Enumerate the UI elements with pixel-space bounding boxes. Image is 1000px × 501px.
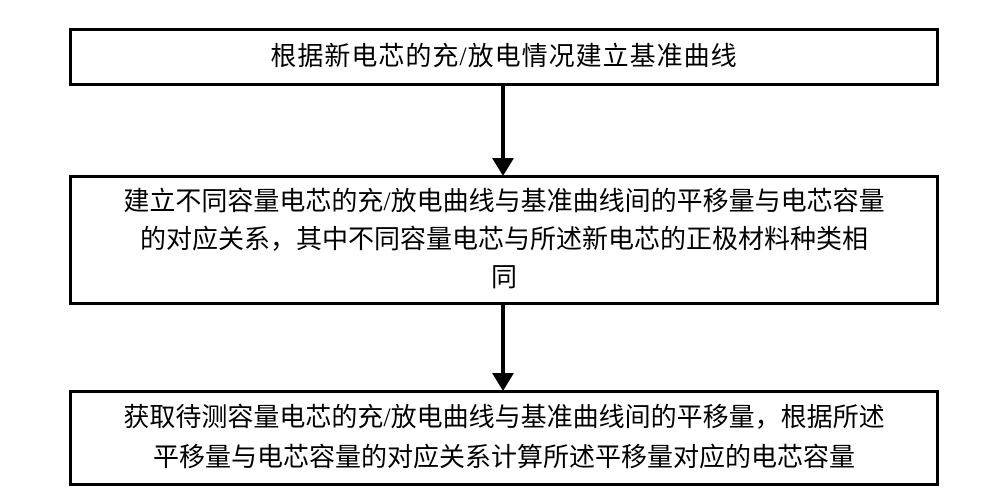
flow-node-3-text: 获取待测容量电芯的充/放电曲线与基准曲线间的平移量，根据所述 平移量与电芯容量的… <box>123 398 884 478</box>
arrow-2-shaft <box>501 305 505 373</box>
flowchart-canvas: 根据新电芯的充/放电情况建立基准曲线 建立不同容量电芯的充/放电曲线与基准曲线间… <box>0 0 1000 501</box>
flow-node-1: 根据新电芯的充/放电情况建立基准曲线 <box>69 28 939 86</box>
flow-node-3: 获取待测容量电芯的充/放电曲线与基准曲线间的平移量，根据所述 平移量与电芯容量的… <box>69 390 939 486</box>
flow-node-2: 建立不同容量电芯的充/放电曲线与基准曲线间的平移量与电芯容量 的对应关系，其中不… <box>69 175 939 305</box>
flow-node-2-text: 建立不同容量电芯的充/放电曲线与基准曲线间的平移量与电芯容量 的对应关系，其中不… <box>123 183 884 297</box>
arrow-1-shaft <box>501 86 505 158</box>
flow-node-1-text: 根据新电芯的充/放电情况建立基准曲线 <box>270 40 737 74</box>
arrow-1-head-icon <box>492 158 514 176</box>
arrow-2-head-icon <box>492 373 514 391</box>
